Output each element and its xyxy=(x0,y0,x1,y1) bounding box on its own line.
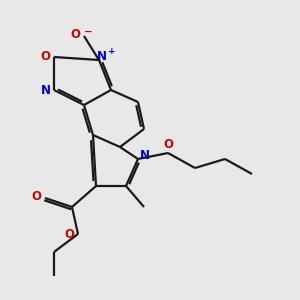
Text: O: O xyxy=(40,50,51,64)
Text: O: O xyxy=(64,227,75,241)
Text: N: N xyxy=(140,149,150,162)
Text: O: O xyxy=(32,190,42,203)
Text: +: + xyxy=(108,47,116,56)
Text: −: − xyxy=(84,26,93,37)
Text: O: O xyxy=(70,28,81,41)
Text: O: O xyxy=(163,138,173,152)
Text: N: N xyxy=(97,50,107,64)
Text: N: N xyxy=(40,83,51,97)
